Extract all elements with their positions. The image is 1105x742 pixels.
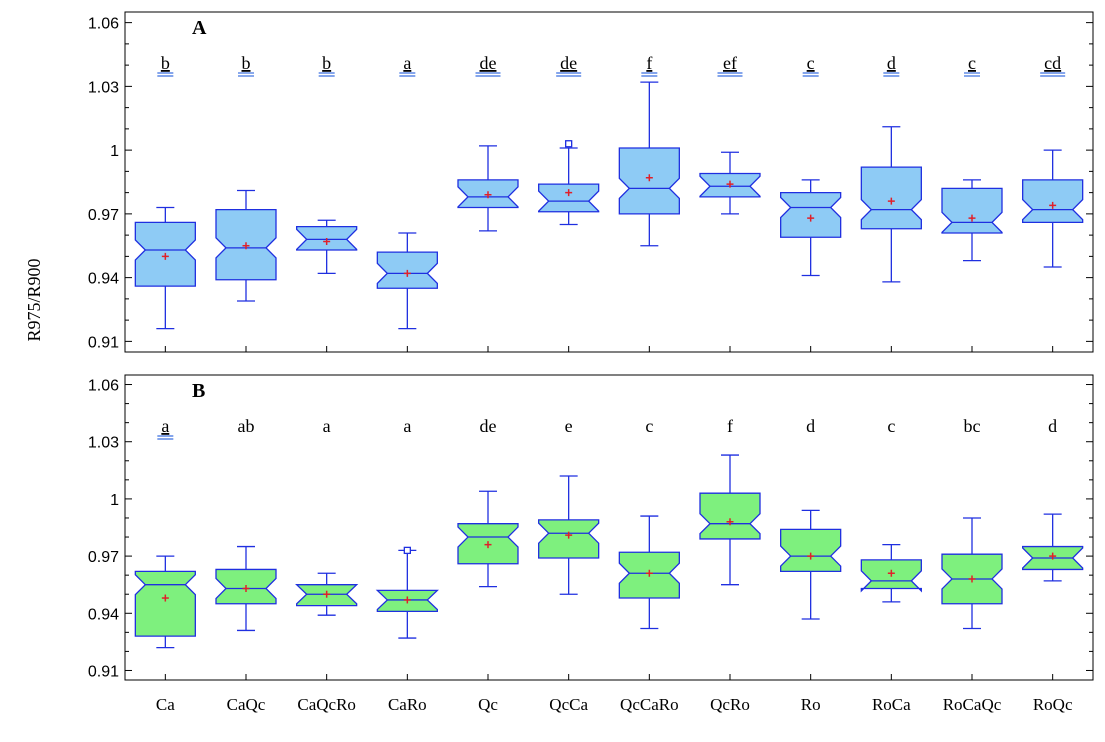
significance-letter: a [403,53,411,73]
significance-letter: bc [964,416,981,436]
y-tick-label: 0.94 [88,606,119,623]
box-QcCa [538,183,600,213]
category-label: QcCaRo [620,695,679,714]
significance-letter: ef [723,53,737,73]
category-label: CaQc [227,695,266,714]
box-RoCaQc [941,187,1003,234]
significance-letter: c [807,53,815,73]
significance-letter: a [323,416,331,436]
category-label: RoCa [872,695,911,714]
category-label: Qc [478,695,498,714]
category-label: QcCa [549,695,588,714]
box-QcCa [538,519,600,559]
significance-letter: de [480,416,497,436]
category-label: RoQc [1033,695,1073,714]
category-label: Ro [801,695,821,714]
box-RoQc [1022,179,1084,224]
category-label: QcRo [710,695,750,714]
significance-letter: a [161,416,169,436]
significance-letter: b [242,53,251,73]
y-tick-label: 0.97 [88,207,119,224]
y-tick-label: 0.97 [88,549,119,566]
box-QcRo [699,492,761,540]
box-Ca [134,570,196,637]
significance-letter: c [887,416,895,436]
outlier-point [403,546,411,555]
category-label: RoCaQc [943,695,1002,714]
significance-letter: d [887,53,896,73]
y-tick-label: 1 [110,143,119,160]
significance-letter: d [806,416,815,436]
significance-letter: b [161,53,170,73]
y-tick-label: 0.91 [88,663,119,680]
y-tick-label: 1.06 [88,378,119,395]
panel-B-frame [124,374,1094,681]
panel-label: A [192,17,207,39]
panel-A-frame [124,11,1094,353]
significance-letter: de [560,53,577,73]
y-tick-label: 1.03 [88,435,119,452]
significance-letter: f [646,53,652,73]
y-tick-label: 1.06 [88,16,119,33]
significance-letter: c [968,53,976,73]
significance-letter: de [480,53,497,73]
outlier-point [565,140,573,148]
significance-letter: c [645,416,653,436]
category-label: CaRo [388,695,427,714]
y-tick-label: 0.94 [88,271,119,288]
box-Ro [780,528,842,572]
significance-letter: d [1048,416,1057,436]
significance-letter: a [403,416,411,436]
y-tick-label: 1 [110,492,119,509]
y-axis-label: R975/R900 [24,258,44,341]
significance-letter: ab [238,416,255,436]
significance-letter: f [727,416,733,436]
category-label: CaQcRo [297,695,356,714]
panel-label: B [192,380,205,402]
significance-letter: b [322,53,331,73]
y-tick-label: 1.03 [88,79,119,96]
significance-letter: e [565,416,573,436]
significance-letter: cd [1044,53,1061,73]
y-tick-label: 0.91 [88,334,119,351]
category-label: Ca [156,695,175,714]
